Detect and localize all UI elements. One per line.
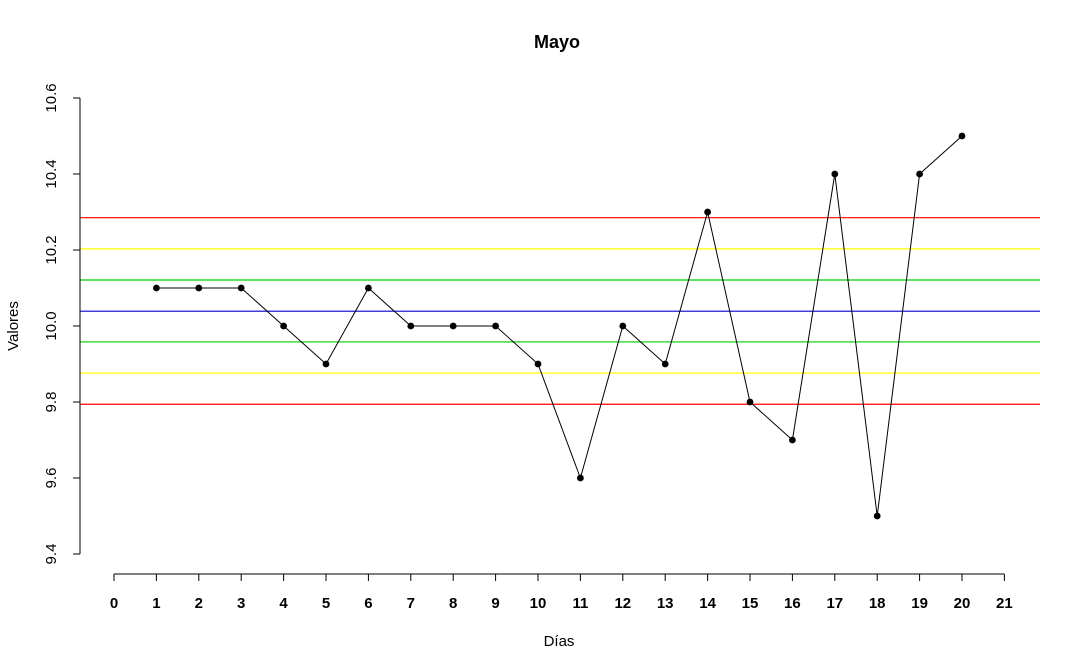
y-axis: 9.4 9.6 9.8 10.0 10.2 10.4 10.6 xyxy=(43,83,81,565)
data-point xyxy=(534,360,542,368)
data-point xyxy=(619,322,627,330)
x-tick-label: 1 xyxy=(152,595,160,612)
data-point xyxy=(153,284,160,292)
y-tick-label: 10.4 xyxy=(43,159,60,188)
chart-title: Mayo xyxy=(534,32,580,52)
data-point xyxy=(492,322,499,330)
data-point xyxy=(407,322,415,330)
x-tick-label: 20 xyxy=(954,595,971,612)
x-tick-label: 0 xyxy=(110,595,118,612)
data-point xyxy=(280,322,287,330)
x-tick-label: 8 xyxy=(449,595,457,612)
y-tick-label: 10.0 xyxy=(43,311,60,340)
data-point xyxy=(365,284,372,292)
data-point xyxy=(831,170,839,178)
data-point xyxy=(958,132,966,140)
data-point xyxy=(449,322,457,330)
x-tick-label: 4 xyxy=(279,595,288,612)
data-point xyxy=(661,360,669,368)
y-tick-label: 10.6 xyxy=(43,83,60,112)
data-point xyxy=(704,208,711,216)
x-tick-label: 21 xyxy=(996,595,1013,612)
data-point xyxy=(237,284,245,292)
data-point xyxy=(746,398,754,406)
x-tick-label: 17 xyxy=(826,595,843,612)
y-tick-label: 9.4 xyxy=(43,544,60,565)
x-axis: 0 1 2 3 4 5 6 7 8 9 10 11 12 13 14 15 16 17 18 19 20 21 xyxy=(110,573,1013,612)
y-axis-label: Valores xyxy=(5,301,22,351)
data-point xyxy=(577,474,584,482)
x-tick-label: 7 xyxy=(407,595,415,612)
y-tick-label: 9.8 xyxy=(43,392,60,413)
x-tick-label: 11 xyxy=(572,595,588,612)
x-tick-label: 14 xyxy=(699,595,716,612)
y-tick-label: 9.6 xyxy=(43,468,60,489)
data-point xyxy=(789,436,796,444)
x-tick-label: 10 xyxy=(530,595,547,612)
x-tick-label: 15 xyxy=(742,595,759,612)
x-tick-label: 3 xyxy=(237,595,245,612)
x-axis-label: Días xyxy=(544,633,575,650)
reference-lines xyxy=(80,217,1040,405)
x-tick-label: 2 xyxy=(195,595,203,612)
x-tick-label: 13 xyxy=(657,595,674,612)
x-tick-label: 16 xyxy=(784,595,801,612)
data-point xyxy=(322,360,330,368)
x-tick-label: 5 xyxy=(322,595,330,612)
data-point xyxy=(873,512,881,520)
x-tick-label: 19 xyxy=(911,595,928,612)
data-point xyxy=(916,170,923,178)
x-tick-label: 12 xyxy=(614,595,631,612)
x-tick-label: 18 xyxy=(869,595,886,612)
series-line xyxy=(156,135,963,517)
x-tick-label: 6 xyxy=(364,595,372,612)
y-tick-label: 10.2 xyxy=(43,235,60,264)
data-point xyxy=(195,284,203,292)
data-series xyxy=(153,132,966,520)
x-tick-label: 9 xyxy=(491,595,499,612)
